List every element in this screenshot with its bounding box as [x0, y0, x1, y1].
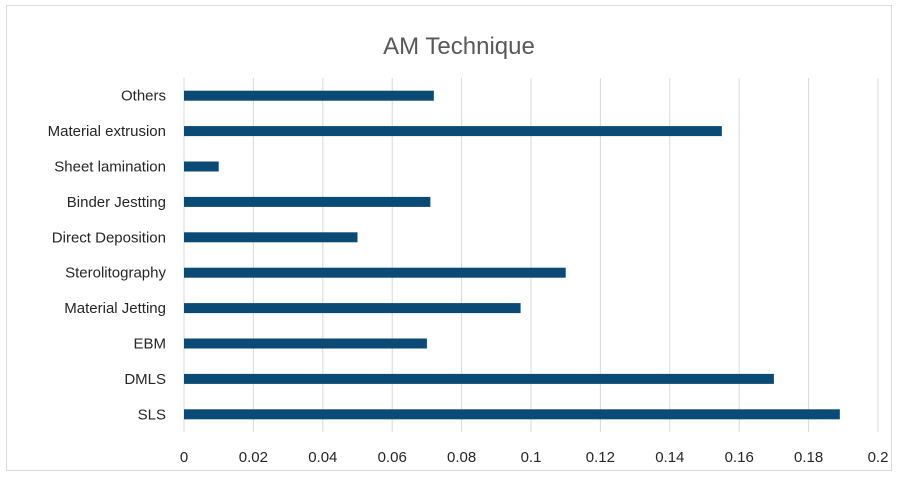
x-tick-label: 0.2: [868, 449, 889, 466]
x-tick-label: 0.1: [521, 449, 542, 466]
x-tick-labels: 0 0.02 0.04 0.06 0.08 0.1 0.12 0.14 0.16 0.18 0.2: [180, 449, 889, 466]
category-label: Material Jetting: [64, 300, 166, 317]
chart-frame: [6, 5, 892, 471]
x-tick-label: 0.02: [239, 449, 268, 466]
category-label: Material extrusion: [48, 123, 166, 140]
x-tick-label: 0.14: [655, 449, 684, 466]
bar: [184, 161, 219, 172]
bar: [184, 409, 840, 420]
bar: [184, 126, 722, 137]
x-tick-label: 0.12: [586, 449, 615, 466]
category-label: Binder Jestting: [67, 194, 166, 211]
category-label: Direct Deposition: [52, 229, 166, 246]
bar: [184, 338, 427, 349]
bar: [184, 303, 521, 314]
bar: [184, 90, 434, 101]
category-label: Others: [121, 88, 166, 105]
category-label: SLS: [138, 406, 166, 423]
gridlines: [183, 78, 879, 432]
category-labels: Others Material extrusion Sheet lamination…: [48, 88, 167, 424]
bar: [184, 267, 566, 278]
x-tick-label: 0.04: [308, 449, 337, 466]
x-tick-label: 0.18: [794, 449, 823, 466]
bar: [184, 196, 431, 207]
bar: [184, 373, 774, 384]
x-tick-label: 0.08: [447, 449, 476, 466]
category-label: EBM: [133, 336, 166, 353]
x-tick-label: 0: [180, 449, 188, 466]
x-tick-label: 0.16: [725, 449, 754, 466]
bar: [184, 232, 358, 243]
bars: [184, 90, 840, 420]
category-label: DMLS: [124, 371, 166, 388]
category-label: Sheet lamination: [54, 159, 166, 176]
chart-title: AM Technique: [383, 33, 535, 60]
category-label: Sterolitography: [65, 265, 166, 282]
x-tick-label: 0.06: [378, 449, 407, 466]
